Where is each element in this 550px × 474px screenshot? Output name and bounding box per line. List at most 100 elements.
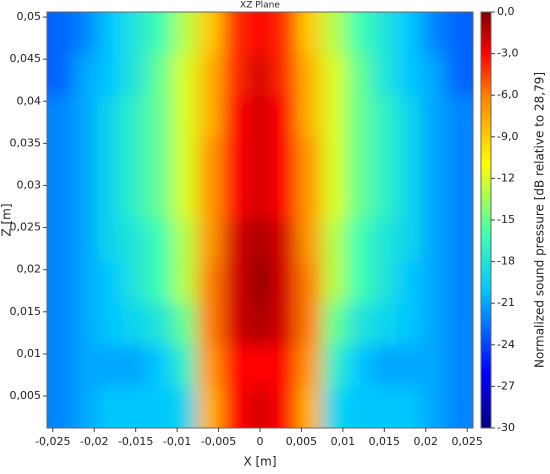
colorbar-tick-label: -18 [497,255,515,268]
heatmap-cell [73,177,99,221]
heatmap-cell [321,302,348,346]
heatmap-cell [271,344,298,387]
heatmap-cell [371,344,398,387]
heatmap-cell [371,385,398,428]
heatmap-cell [371,177,398,221]
heatmap-cell [247,53,273,96]
heatmap-cell [445,94,473,138]
heatmap-cell [147,177,174,221]
heatmap-cell [445,344,473,387]
heatmap-cell [47,260,75,304]
heatmap-cell [172,344,199,387]
heatmap-cell [445,177,473,221]
heatmap-cell [172,94,199,138]
heatmap-cell [271,12,298,55]
heatmap-cell [247,260,273,304]
heatmap-cell [97,12,124,55]
heatmap-cell [197,344,224,387]
heatmap-cell [97,177,124,221]
heatmap-cell [122,53,149,96]
heatmap-cell [321,136,348,179]
heatmap-cell [97,385,124,428]
heatmap-cell [371,302,398,346]
x-tick-label: -0,005 [201,435,236,448]
heatmap-cell [122,385,149,428]
heatmap-cell [421,136,447,179]
heatmap-cell [371,136,398,179]
colorbar [480,11,492,429]
heatmap-cell [47,53,75,96]
heatmap-cell [73,260,99,304]
heatmap-cell [445,136,473,179]
heatmap-cell [122,12,149,55]
heatmap-cell [396,385,423,428]
y-tick-label: 0,035 [10,136,42,149]
heatmap-cell [197,219,224,262]
heatmap-cell [97,219,124,262]
heatmap-cell [47,219,75,262]
y-tick-label: 0,02 [17,263,42,276]
heatmap-cell [321,344,348,387]
heatmap-cell [445,12,473,55]
heatmap-cell [172,136,199,179]
heatmap-cell [321,385,348,428]
colorbar-tick-label: -21 [497,296,515,309]
heatmap-cell [296,344,323,387]
heatmap-cell [271,136,298,179]
heatmap-cell [421,344,447,387]
heatmap-cell [321,260,348,304]
heatmap-cell [296,94,323,138]
heatmap-cell [396,219,423,262]
y-tick-label: 0,03 [17,178,42,191]
heatmap [47,12,473,428]
heatmap-cell [47,94,75,138]
x-tick-label: -0,025 [35,435,70,448]
y-tick-label: 0,05 [17,10,42,23]
heatmap-cell [147,53,174,96]
plot-area [47,12,473,428]
x-axis-label: X [m] [243,455,276,469]
heatmap-cell [271,219,298,262]
heatmap-cell [371,219,398,262]
x-tick-label: 0,005 [286,435,318,448]
heatmap-cell [172,219,199,262]
heatmap-cell [271,260,298,304]
heatmap-cell [73,136,99,179]
heatmap-cell [396,136,423,179]
heatmap-cell [122,219,149,262]
colorbar-tick-label: 0,0 [497,5,515,18]
heatmap-cell [271,53,298,96]
heatmap-cell [396,302,423,346]
heatmap-cell [421,53,447,96]
heatmap-cell [122,177,149,221]
y-tick-label: 0,045 [10,52,42,65]
heatmap-cell [73,12,99,55]
heatmap-cell [122,94,149,138]
heatmap-cell [271,177,298,221]
heatmap-cell [222,344,249,387]
colorbar-tick-label: -12 [497,171,515,184]
colorbar-tick-label: -6,0 [497,88,518,101]
heatmap-cell [396,12,423,55]
heatmap-cell [222,385,249,428]
heatmap-cell [296,260,323,304]
heatmap-cell [271,385,298,428]
heatmap-cell [147,136,174,179]
heatmap-cell [346,260,373,304]
heatmap-cell [321,219,348,262]
heatmap-cell [421,12,447,55]
heatmap-cell [172,177,199,221]
heatmap-cell [247,12,273,55]
heatmap-cell [73,302,99,346]
heatmap-cell [222,260,249,304]
heatmap-cell [445,219,473,262]
heatmap-cell [396,94,423,138]
heatmap-cell [197,385,224,428]
heatmap-cell [247,344,273,387]
colorbar-tick-label: -15 [497,213,515,226]
heatmap-cell [296,136,323,179]
heatmap-cell [296,385,323,428]
heatmap-cell [97,344,124,387]
heatmap-cell [73,219,99,262]
